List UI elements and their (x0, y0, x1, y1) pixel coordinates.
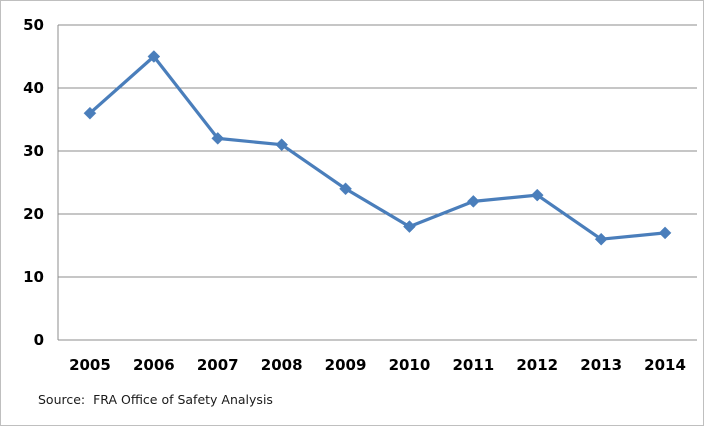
data-point-marker (339, 182, 352, 196)
x-tick-label: 2006 (133, 356, 175, 374)
data-point-marker (147, 50, 161, 63)
x-tick-label: 2014 (644, 356, 686, 374)
y-tick-label: 30 (23, 142, 44, 160)
data-point-marker (530, 188, 544, 202)
x-tick-label: 2010 (389, 356, 431, 374)
x-tick-label: 2005 (69, 356, 111, 374)
series-line (88, 54, 666, 241)
x-tick-label: 2008 (261, 356, 303, 374)
y-tick-label: 50 (23, 16, 44, 34)
data-point-marker (83, 106, 97, 120)
data-point-marker (594, 232, 608, 246)
x-tick-label: 2011 (452, 356, 494, 374)
y-tick-label: 10 (23, 268, 44, 286)
data-point-marker (466, 195, 480, 208)
data-point-marker (275, 138, 289, 152)
x-tick-label: 2007 (197, 356, 239, 374)
source-note: Source: FRA Office of Safety Analysis (38, 392, 273, 407)
data-point-marker (403, 220, 416, 233)
y-tick-label: 20 (23, 205, 44, 223)
data-point-marker (658, 226, 672, 240)
y-tick-label: 40 (23, 79, 44, 97)
x-tick-label: 2012 (516, 356, 558, 374)
y-tick-label: 0 (34, 331, 44, 349)
x-tick-label: 2013 (580, 356, 622, 374)
x-tick-label: 2009 (325, 356, 367, 374)
data-point-marker (211, 132, 225, 145)
